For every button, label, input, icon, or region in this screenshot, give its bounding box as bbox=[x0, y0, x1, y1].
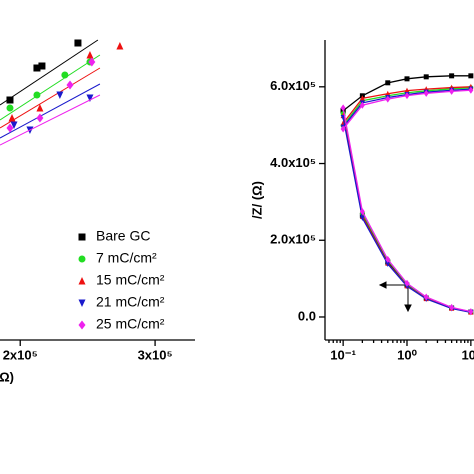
fit-line bbox=[0, 67, 101, 129]
y-tick-label: 6.0x10⁵ bbox=[270, 78, 316, 93]
data-point bbox=[359, 95, 365, 101]
legend-marker bbox=[78, 255, 86, 263]
data-point bbox=[359, 207, 365, 215]
data-point bbox=[61, 71, 69, 79]
data-point bbox=[56, 91, 64, 99]
data-point bbox=[33, 91, 41, 99]
x-tick-label: 10⁻¹ bbox=[330, 347, 356, 362]
legend-marker bbox=[78, 233, 86, 241]
y-tick-label: 2.0x10⁵ bbox=[270, 232, 316, 247]
data-point bbox=[404, 87, 410, 94]
y-tick-label: 4.0x10⁵ bbox=[270, 155, 316, 170]
data-point bbox=[404, 76, 410, 82]
data-point bbox=[340, 104, 346, 112]
fit-line bbox=[0, 94, 101, 146]
x-tick-label: 3x10⁵ bbox=[138, 347, 173, 362]
legend-label: 7 mC/cm² bbox=[96, 250, 157, 266]
fit-line bbox=[0, 83, 101, 139]
data-point bbox=[10, 121, 18, 129]
fit-line bbox=[0, 39, 99, 106]
data-point bbox=[449, 73, 455, 79]
y-tick-label: 0.0 bbox=[298, 308, 316, 323]
legend-label: 21 mC/cm² bbox=[96, 294, 165, 310]
data-point bbox=[385, 255, 391, 263]
data-point bbox=[66, 80, 74, 90]
x-tick-label: 10⁰ bbox=[397, 347, 417, 362]
data-point bbox=[340, 125, 346, 133]
x-tick-label: 10¹ bbox=[461, 347, 474, 362]
data-point bbox=[423, 89, 429, 97]
y-axis-label: /Z/ (Ω) bbox=[249, 181, 264, 219]
data-point bbox=[86, 94, 94, 102]
data-point bbox=[116, 42, 124, 50]
data-point bbox=[385, 80, 391, 86]
data-point bbox=[6, 96, 14, 104]
data-point bbox=[86, 51, 94, 59]
data-point bbox=[8, 114, 16, 122]
data-point bbox=[423, 74, 429, 80]
data-point bbox=[6, 123, 14, 133]
data-point bbox=[88, 57, 96, 67]
legend-label: Bare GC bbox=[96, 228, 150, 244]
data-point bbox=[449, 303, 455, 311]
data-point bbox=[404, 279, 410, 287]
data-point bbox=[36, 104, 44, 112]
data-point bbox=[468, 73, 474, 79]
legend-marker bbox=[78, 320, 86, 330]
data-point bbox=[385, 95, 391, 103]
legend-marker bbox=[78, 277, 86, 285]
data-point bbox=[36, 113, 44, 123]
legend-label: 15 mC/cm² bbox=[96, 272, 165, 288]
legend-label: 25 mC/cm² bbox=[96, 316, 165, 332]
data-point bbox=[74, 39, 82, 47]
data-point bbox=[359, 215, 365, 222]
data-point bbox=[468, 86, 474, 94]
data-point bbox=[359, 101, 365, 109]
data-point bbox=[449, 87, 455, 95]
data-point bbox=[423, 293, 429, 301]
data-point bbox=[6, 104, 14, 112]
data-point bbox=[38, 62, 46, 70]
data-point bbox=[404, 92, 410, 100]
arrows bbox=[378, 281, 412, 313]
legend-marker bbox=[78, 299, 86, 307]
fit-line bbox=[0, 54, 101, 121]
x-tick-label: 2x10⁵ bbox=[3, 347, 38, 362]
x-axis-label: Z' (Ω) bbox=[0, 369, 14, 384]
data-point bbox=[468, 308, 474, 316]
data-point bbox=[385, 261, 391, 268]
data-point bbox=[385, 90, 391, 97]
